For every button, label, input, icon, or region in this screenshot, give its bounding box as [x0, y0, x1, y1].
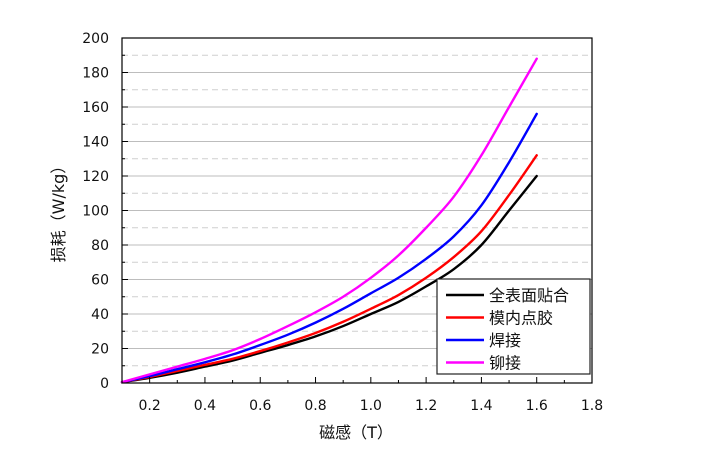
- y-tick-label: 0: [100, 376, 109, 392]
- x-tick-label: 0.4: [194, 398, 216, 414]
- y-tick-label: 60: [91, 273, 109, 289]
- x-tick-label: 1.6: [526, 398, 548, 414]
- y-tick-label: 160: [82, 100, 109, 116]
- y-axis-label: 损耗（W/kg）: [49, 158, 68, 263]
- axes: [121, 37, 593, 384]
- y-tick-label: 120: [82, 169, 109, 185]
- y-tick-label: 80: [91, 238, 109, 254]
- x-tick-label: 0.6: [249, 398, 271, 414]
- x-tick-label: 1.2: [415, 398, 437, 414]
- series-line-4: [120, 57, 538, 384]
- legend-label: 模内点胶: [489, 309, 553, 328]
- x-tick-label: 1.4: [470, 398, 492, 414]
- series-layer: [120, 57, 538, 384]
- y-tick-label: 140: [82, 135, 109, 151]
- y-tick-label: 180: [82, 66, 109, 82]
- y-tick-label: 40: [91, 307, 109, 323]
- x-tick-label: 0.8: [304, 398, 326, 414]
- x-tick-label: 1.0: [360, 398, 382, 414]
- legend-label: 焊接: [489, 331, 521, 350]
- series-line-1: [120, 174, 538, 384]
- x-tick-label: 1.8: [581, 398, 603, 414]
- legend-label: 铆接: [489, 354, 521, 373]
- y-tick-label: 100: [82, 204, 109, 220]
- tick-labels: 0.2 0.4 0.6 0.8 1.0 1.2 1.4 1.6 1.8 0 20 40 60 80 100 1…: [82, 31, 603, 414]
- series-line-3: [120, 112, 538, 384]
- x-tick-label: 0.2: [139, 398, 161, 414]
- series-line-2: [120, 154, 538, 384]
- y-tick-label: 200: [82, 31, 109, 47]
- x-axis-label: 磁感（T）: [319, 423, 393, 442]
- y-tick-label: 20: [91, 342, 109, 358]
- legend-label: 全表面贴合: [489, 286, 569, 305]
